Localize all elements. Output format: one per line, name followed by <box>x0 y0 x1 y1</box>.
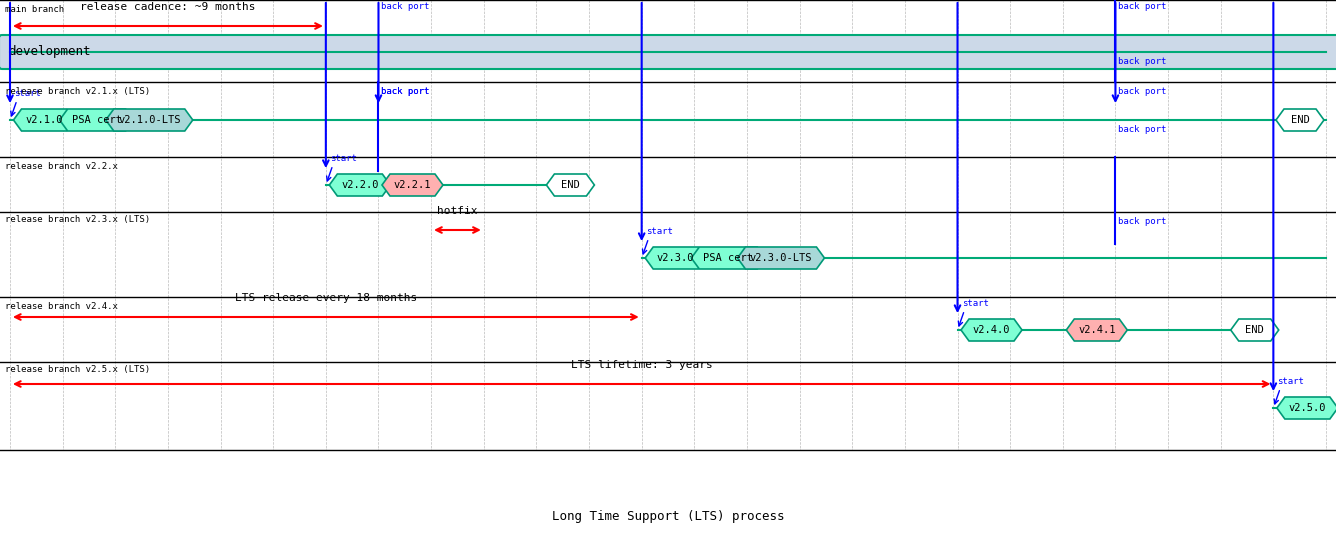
Polygon shape <box>1276 109 1324 131</box>
Polygon shape <box>1066 319 1128 341</box>
Polygon shape <box>1277 397 1336 419</box>
Polygon shape <box>737 247 824 269</box>
Text: start: start <box>1277 377 1304 386</box>
Text: END: END <box>1245 325 1264 335</box>
Text: release branch v2.4.x: release branch v2.4.x <box>5 302 118 311</box>
Text: back port: back port <box>1118 125 1166 134</box>
Polygon shape <box>330 174 390 196</box>
Text: END: END <box>1291 115 1309 125</box>
Text: hotfix: hotfix <box>437 206 478 216</box>
Text: LTS lifetime: 3 years: LTS lifetime: 3 years <box>570 360 712 370</box>
Polygon shape <box>961 319 1022 341</box>
Text: release branch v2.1.x (LTS): release branch v2.1.x (LTS) <box>5 87 150 96</box>
Text: start: start <box>645 227 672 236</box>
Text: start: start <box>13 89 41 98</box>
Text: release cadence: ~9 months: release cadence: ~9 months <box>80 2 255 12</box>
Text: back port: back port <box>1118 2 1166 11</box>
Text: PSA cert: PSA cert <box>703 253 754 263</box>
Text: release branch v2.3.x (LTS): release branch v2.3.x (LTS) <box>5 215 150 224</box>
Text: v2.1.0: v2.1.0 <box>25 115 63 125</box>
Text: v2.2.1: v2.2.1 <box>394 180 432 190</box>
Text: release branch v2.5.x (LTS): release branch v2.5.x (LTS) <box>5 365 150 374</box>
Polygon shape <box>60 109 134 131</box>
Text: PSA cert: PSA cert <box>72 115 122 125</box>
Text: v2.3.0-LTS: v2.3.0-LTS <box>749 253 812 263</box>
Polygon shape <box>106 109 192 131</box>
Polygon shape <box>1230 319 1279 341</box>
Text: back port: back port <box>1118 57 1166 66</box>
Text: v2.4.1: v2.4.1 <box>1078 325 1116 335</box>
Text: main branch: main branch <box>5 5 64 14</box>
Text: v2.2.0: v2.2.0 <box>341 180 378 190</box>
FancyBboxPatch shape <box>0 35 1336 69</box>
Text: development: development <box>8 45 91 59</box>
Text: back port: back port <box>382 2 430 11</box>
Text: v2.3.0: v2.3.0 <box>657 253 695 263</box>
Text: back port: back port <box>382 87 430 96</box>
Polygon shape <box>13 109 75 131</box>
Polygon shape <box>546 174 595 196</box>
Text: back port: back port <box>1118 217 1166 226</box>
Text: start: start <box>330 154 357 163</box>
Text: v2.5.0: v2.5.0 <box>1289 403 1327 413</box>
Polygon shape <box>645 247 707 269</box>
Polygon shape <box>691 247 766 269</box>
Text: release branch v2.2.x: release branch v2.2.x <box>5 162 118 171</box>
Text: LTS release every 18 months: LTS release every 18 months <box>235 293 417 303</box>
Polygon shape <box>382 174 444 196</box>
Text: back port: back port <box>1118 87 1166 96</box>
Text: END: END <box>561 180 580 190</box>
Text: start: start <box>962 299 989 308</box>
Text: Long Time Support (LTS) process: Long Time Support (LTS) process <box>552 510 784 523</box>
Text: v2.1.0-LTS: v2.1.0-LTS <box>118 115 180 125</box>
Text: back port: back port <box>382 87 430 96</box>
Text: v2.4.0: v2.4.0 <box>973 325 1010 335</box>
